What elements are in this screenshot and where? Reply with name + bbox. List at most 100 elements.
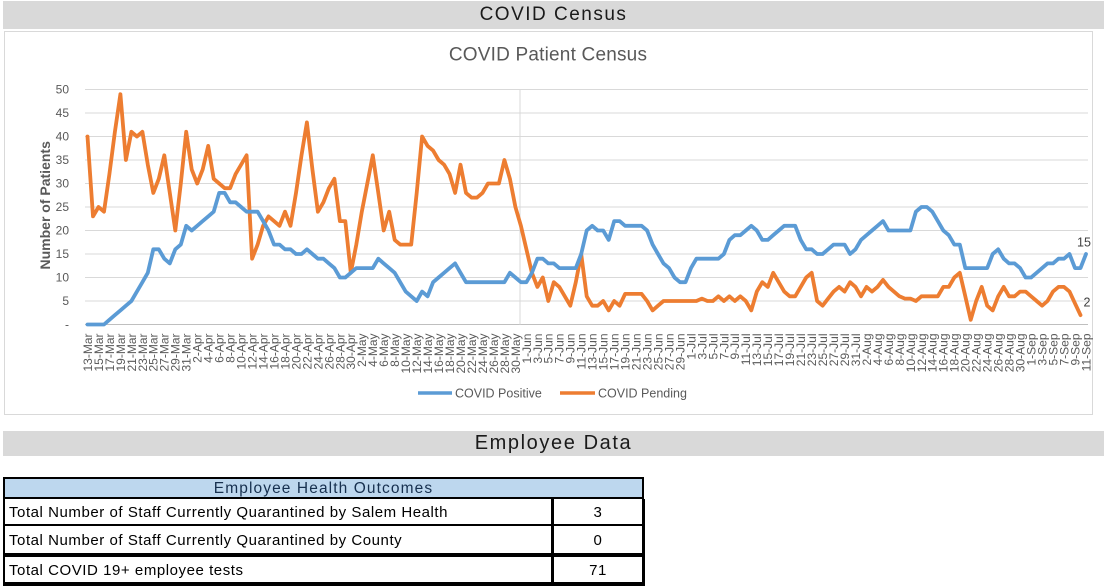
svg-text:28-Aug: 28-Aug (1003, 334, 1017, 373)
svg-text:7-Jul: 7-Jul (717, 334, 731, 360)
svg-text:18-Aug: 18-Aug (948, 334, 962, 373)
svg-text:20-Apr: 20-Apr (289, 334, 303, 370)
svg-text:13-Jul: 13-Jul (750, 334, 764, 367)
svg-text:12-Aug: 12-Aug (915, 334, 929, 373)
svg-text:COVID Patient Census: COVID Patient Census (449, 45, 647, 66)
svg-text:3-Sep: 3-Sep (1036, 333, 1050, 365)
svg-text:10-May: 10-May (399, 334, 413, 374)
svg-text:30-May: 30-May (509, 334, 523, 374)
svg-text:24-Aug: 24-Aug (981, 334, 995, 373)
svg-text:1-Sep: 1-Sep (1025, 333, 1039, 365)
svg-text:5-Jul: 5-Jul (706, 334, 720, 360)
svg-text:17-Jul: 17-Jul (772, 334, 786, 367)
svg-text:6-Aug: 6-Aug (882, 334, 896, 366)
svg-text:29-Mar: 29-Mar (169, 334, 183, 372)
svg-text:15: 15 (56, 247, 70, 261)
svg-text:Number of Patients: Number of Patients (37, 141, 53, 270)
svg-text:23-Jun: 23-Jun (641, 334, 655, 371)
svg-text:4-Aug: 4-Aug (871, 334, 885, 366)
svg-text:26-Apr: 26-Apr (322, 334, 336, 370)
svg-text:29-Jun: 29-Jun (673, 334, 687, 371)
svg-text:40: 40 (56, 130, 70, 144)
svg-text:15: 15 (1077, 236, 1091, 250)
svg-text:10-Aug: 10-Aug (904, 334, 918, 373)
svg-text:-: - (65, 318, 69, 332)
svg-text:25-Jul: 25-Jul (816, 334, 830, 367)
svg-text:27-Jun: 27-Jun (662, 334, 676, 371)
svg-text:19-Jul: 19-Jul (783, 334, 797, 367)
svg-text:13-Mar: 13-Mar (81, 334, 95, 372)
svg-text:5: 5 (62, 294, 69, 308)
svg-text:20-May: 20-May (454, 334, 468, 374)
svg-text:13-Jun: 13-Jun (586, 334, 600, 371)
svg-text:15-Jul: 15-Jul (761, 334, 775, 367)
svg-text:26-Aug: 26-Aug (992, 334, 1006, 373)
svg-text:2-Aug: 2-Aug (860, 334, 874, 366)
svg-text:COVID Positive: COVID Positive (455, 387, 542, 401)
svg-text:8-Aug: 8-Aug (893, 334, 907, 366)
svg-text:22-Apr: 22-Apr (300, 334, 314, 370)
svg-text:22-May: 22-May (465, 334, 479, 374)
svg-text:31-Jul: 31-Jul (849, 334, 863, 367)
svg-text:21-Jun: 21-Jun (630, 334, 644, 371)
svg-text:3-Jul: 3-Jul (695, 334, 709, 360)
svg-text:31-Mar: 31-Mar (180, 334, 194, 372)
svg-text:27-Mar: 27-Mar (158, 334, 172, 372)
svg-text:16-Apr: 16-Apr (267, 334, 281, 370)
svg-text:20-Aug: 20-Aug (959, 334, 973, 373)
svg-text:18-May: 18-May (443, 334, 457, 374)
svg-text:6-May: 6-May (377, 334, 391, 367)
svg-text:21-Mar: 21-Mar (125, 334, 139, 372)
svg-text:4-Apr: 4-Apr (202, 333, 216, 362)
svg-text:8-Apr: 8-Apr (224, 333, 238, 362)
svg-text:9-Jun: 9-Jun (564, 334, 578, 364)
svg-text:19-Jun: 19-Jun (619, 334, 633, 371)
svg-text:3-Jun: 3-Jun (531, 334, 545, 364)
svg-text:10: 10 (56, 271, 70, 285)
svg-text:23-Mar: 23-Mar (136, 334, 150, 372)
svg-text:9-Jul: 9-Jul (728, 334, 742, 360)
svg-text:30-Apr: 30-Apr (344, 334, 358, 370)
svg-text:17-Jun: 17-Jun (608, 334, 622, 371)
svg-text:11-Jul: 11-Jul (739, 334, 753, 366)
svg-text:7-Jun: 7-Jun (553, 334, 567, 364)
svg-text:25: 25 (56, 200, 70, 214)
svg-text:15-Mar: 15-Mar (92, 334, 106, 372)
svg-text:12-May: 12-May (410, 334, 424, 374)
svg-text:6-Apr: 6-Apr (213, 333, 227, 362)
svg-text:7-Sep: 7-Sep (1057, 333, 1071, 365)
svg-text:28-Apr: 28-Apr (333, 334, 347, 370)
svg-text:1-Jul: 1-Jul (684, 334, 698, 360)
svg-text:18-Apr: 18-Apr (278, 334, 292, 370)
svg-text:22-Aug: 22-Aug (970, 334, 984, 373)
svg-text:35: 35 (56, 153, 70, 167)
svg-text:11-Jun: 11-Jun (575, 334, 589, 370)
svg-text:16-May: 16-May (432, 334, 446, 374)
svg-text:30-Aug: 30-Aug (1014, 334, 1028, 373)
svg-text:17-Mar: 17-Mar (103, 334, 117, 372)
svg-text:10-Apr: 10-Apr (235, 334, 249, 370)
svg-text:25-Mar: 25-Mar (147, 334, 161, 372)
svg-text:23-Jul: 23-Jul (805, 334, 819, 367)
svg-text:2: 2 (1084, 296, 1091, 310)
svg-text:30: 30 (56, 177, 70, 191)
svg-text:21-Jul: 21-Jul (794, 334, 808, 367)
svg-text:12-Apr: 12-Apr (246, 334, 260, 370)
svg-text:45: 45 (56, 106, 70, 120)
svg-text:28-May: 28-May (498, 334, 512, 374)
svg-text:8-May: 8-May (388, 334, 402, 367)
svg-text:27-Jul: 27-Jul (827, 334, 841, 367)
svg-text:50: 50 (56, 83, 70, 97)
svg-text:24-May: 24-May (476, 334, 490, 374)
svg-text:5-Jun: 5-Jun (542, 334, 556, 364)
svg-text:4-May: 4-May (366, 334, 380, 367)
svg-text:29-Jul: 29-Jul (838, 334, 852, 367)
svg-text:14-May: 14-May (421, 334, 435, 374)
svg-text:COVID Pending: COVID Pending (598, 387, 687, 401)
svg-text:24-Apr: 24-Apr (311, 334, 325, 370)
svg-text:5-Sep: 5-Sep (1046, 333, 1060, 365)
svg-text:20: 20 (56, 224, 70, 238)
svg-text:14-Aug: 14-Aug (926, 334, 940, 373)
svg-text:19-Mar: 19-Mar (114, 334, 128, 372)
svg-text:25-Jun: 25-Jun (651, 334, 665, 371)
